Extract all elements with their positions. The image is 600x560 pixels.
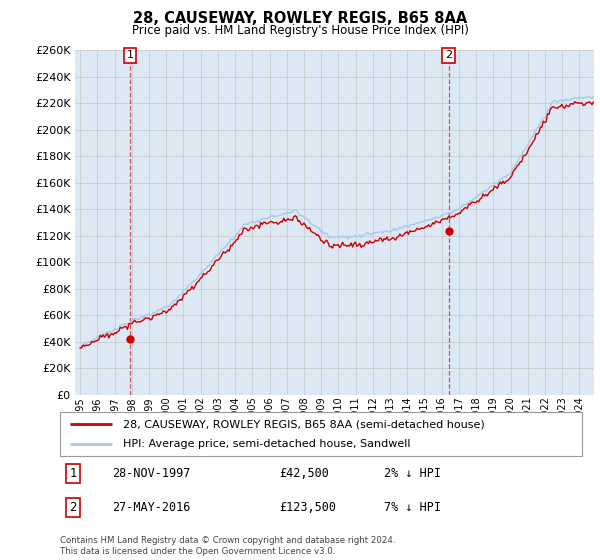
Text: Price paid vs. HM Land Registry's House Price Index (HPI): Price paid vs. HM Land Registry's House … xyxy=(131,24,469,36)
Text: 7% ↓ HPI: 7% ↓ HPI xyxy=(383,501,440,515)
Text: £123,500: £123,500 xyxy=(279,501,336,515)
FancyBboxPatch shape xyxy=(60,412,582,456)
Text: 28-NOV-1997: 28-NOV-1997 xyxy=(112,466,191,480)
Text: 1: 1 xyxy=(70,466,77,480)
Text: HPI: Average price, semi-detached house, Sandwell: HPI: Average price, semi-detached house,… xyxy=(122,439,410,449)
Text: £42,500: £42,500 xyxy=(279,466,329,480)
Text: Contains HM Land Registry data © Crown copyright and database right 2024.
This d: Contains HM Land Registry data © Crown c… xyxy=(60,536,395,556)
Text: 1: 1 xyxy=(127,50,134,60)
Text: 27-MAY-2016: 27-MAY-2016 xyxy=(112,501,191,515)
Text: 28, CAUSEWAY, ROWLEY REGIS, B65 8AA (semi-detached house): 28, CAUSEWAY, ROWLEY REGIS, B65 8AA (sem… xyxy=(122,419,484,429)
Text: 2: 2 xyxy=(445,50,452,60)
Text: 2% ↓ HPI: 2% ↓ HPI xyxy=(383,466,440,480)
Text: 2: 2 xyxy=(70,501,77,515)
Text: 28, CAUSEWAY, ROWLEY REGIS, B65 8AA: 28, CAUSEWAY, ROWLEY REGIS, B65 8AA xyxy=(133,11,467,26)
